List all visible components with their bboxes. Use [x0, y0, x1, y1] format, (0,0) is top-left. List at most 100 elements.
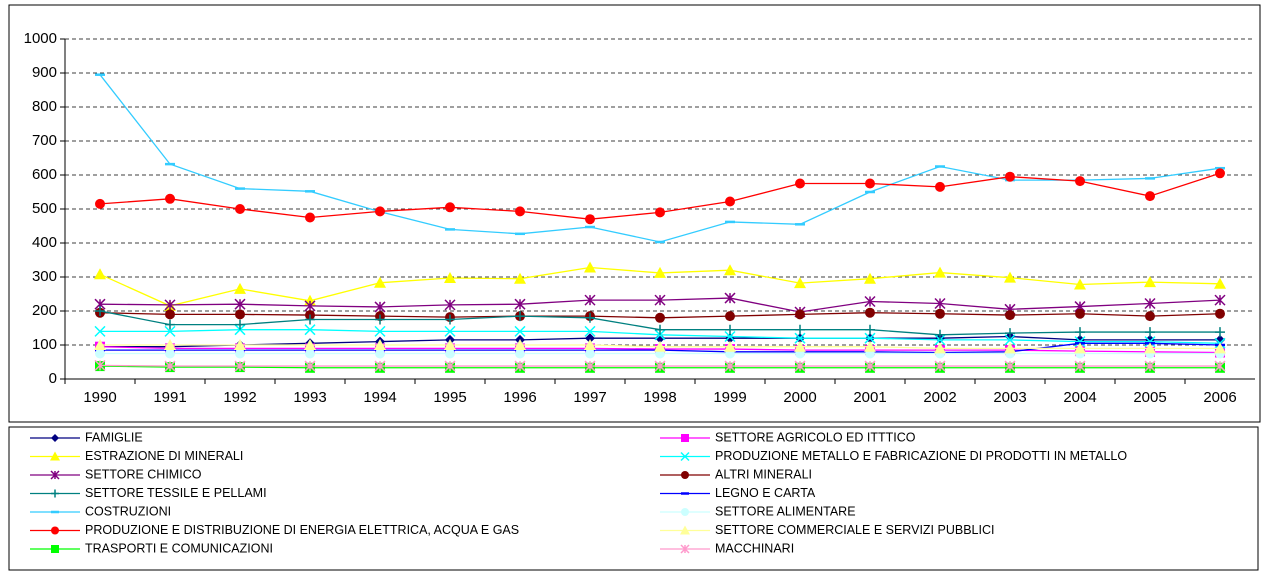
marker: [864, 360, 876, 372]
marker: [515, 311, 525, 322]
marker: [444, 299, 456, 311]
marker: [514, 272, 526, 284]
marker: [374, 276, 386, 288]
marker: [724, 340, 736, 352]
legend-label: PRODUZIONE E DISTRIBUZIONE DI ENERGIA EL…: [85, 523, 519, 537]
marker: [234, 360, 246, 372]
marker: [515, 348, 525, 359]
marker: [934, 360, 946, 372]
x-tick-label: 1994: [363, 389, 396, 406]
marker: [94, 339, 106, 350]
marker: [864, 332, 876, 344]
legend-label: SETTORE TESSILE E PELLAMI: [85, 486, 267, 500]
marker: [514, 298, 526, 310]
y-tick-label: 700: [32, 132, 57, 149]
marker: [795, 178, 805, 189]
marker: [1214, 342, 1226, 354]
marker: [1074, 360, 1086, 372]
marker: [1214, 294, 1226, 306]
marker: [51, 489, 59, 498]
marker: [724, 330, 736, 343]
marker: [584, 339, 596, 350]
marker: [724, 264, 736, 276]
marker: [865, 307, 875, 318]
marker: [235, 319, 245, 330]
marker: [1215, 308, 1225, 319]
marker: [234, 324, 246, 336]
legend-label: LEGNO E CARTA: [715, 486, 816, 500]
marker: [654, 340, 666, 352]
marker: [1144, 360, 1156, 372]
marker: [935, 308, 945, 319]
marker: [865, 324, 875, 335]
marker: [680, 451, 690, 462]
marker: [1145, 191, 1155, 202]
legend-label: SETTORE COMMERCIALE E SERVIZI PUBBLICI: [715, 523, 994, 537]
marker: [445, 314, 455, 325]
marker: [374, 301, 386, 313]
marker: [164, 360, 176, 372]
marker: [95, 198, 105, 209]
marker: [1144, 342, 1156, 354]
x-tick-label: 2004: [1063, 389, 1096, 406]
marker: [375, 206, 385, 217]
legend-label: SETTORE CHIMICO: [85, 467, 202, 481]
marker: [235, 204, 245, 214]
marker: [681, 508, 689, 516]
marker: [234, 339, 246, 350]
marker: [865, 178, 875, 189]
x-tick-label: 1990: [83, 389, 116, 406]
marker: [864, 340, 876, 352]
marker: [444, 339, 456, 350]
marker: [655, 324, 665, 335]
marker: [1144, 297, 1156, 310]
marker: [235, 348, 245, 359]
marker: [374, 360, 386, 372]
y-tick-label: 400: [32, 234, 57, 251]
marker: [655, 333, 665, 344]
marker: [515, 206, 525, 217]
marker: [165, 348, 175, 359]
marker: [94, 359, 106, 371]
legend-label: MACCHINARI: [715, 541, 794, 555]
marker: [935, 329, 945, 340]
marker: [305, 348, 315, 359]
marker: [514, 360, 526, 372]
marker: [94, 268, 106, 280]
marker: [725, 311, 735, 322]
marker: [445, 348, 455, 359]
marker: [305, 314, 315, 325]
marker: [794, 340, 806, 352]
marker: [235, 309, 245, 320]
marker: [681, 434, 689, 442]
marker: [1075, 327, 1085, 338]
marker: [795, 324, 805, 335]
marker: [585, 333, 595, 344]
x-tick-label: 1993: [293, 389, 326, 406]
marker: [1005, 310, 1015, 321]
marker: [585, 312, 595, 323]
marker: [514, 339, 526, 350]
marker: [724, 360, 736, 372]
marker: [164, 299, 176, 311]
marker: [1074, 342, 1086, 354]
marker: [935, 181, 945, 192]
marker: [654, 266, 666, 278]
marker: [444, 272, 456, 284]
marker: [654, 294, 666, 306]
marker: [1005, 328, 1015, 339]
marker: [725, 333, 735, 344]
marker: [164, 339, 176, 350]
marker: [94, 325, 106, 337]
marker: [304, 324, 316, 336]
x-tick-label: 1997: [573, 389, 606, 406]
marker: [1005, 171, 1015, 182]
marker: [95, 348, 105, 359]
marker: [1074, 336, 1086, 348]
marker: [1004, 271, 1016, 283]
marker: [95, 306, 105, 316]
marker: [680, 544, 690, 554]
marker: [51, 545, 59, 553]
y-tick-label: 1000: [24, 30, 57, 47]
